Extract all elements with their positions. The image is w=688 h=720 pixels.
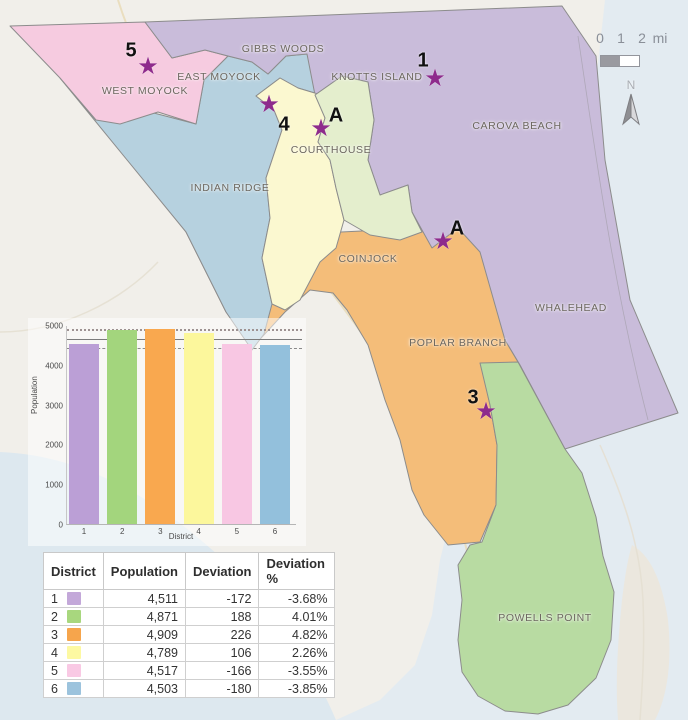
district-cell: 5	[43, 661, 104, 680]
district-number: 1	[51, 591, 58, 606]
table-row: 5 4,517 -166 -3.55%	[43, 661, 336, 680]
chart-y-tick-label: 5000	[45, 321, 63, 331]
district-number: 3	[51, 627, 58, 642]
chart-y-tick-label: 4000	[45, 361, 63, 371]
scale-bar-ticks: 0 1 2 mi	[592, 30, 676, 46]
chart-bar-district-5	[221, 344, 252, 524]
district-cell: 6	[43, 679, 104, 698]
chart-y-tick-label: 2000	[45, 440, 63, 450]
chart-bar-district-3	[145, 328, 176, 524]
district-cell: 3	[43, 625, 104, 644]
deviation-cell: 226	[184, 625, 260, 644]
chart-y-axis-label: Population	[30, 376, 39, 414]
table-row: 4 4,789 106 2.26%	[43, 643, 336, 662]
table-row: 2 4,871 188 4.01%	[43, 607, 336, 626]
district-number: 4	[51, 645, 58, 660]
population-cell: 4,909	[102, 625, 186, 644]
population-cell: 4,789	[102, 643, 186, 662]
chart-x-tick-label: 4	[196, 527, 201, 536]
chart-plot-area: 0 1000 2000 3000 4000 5000 1 2 3 4 5 6	[45, 322, 302, 536]
district-cell-content: 4	[51, 646, 96, 660]
district-number: 5	[51, 663, 58, 678]
district-cell: 2	[43, 607, 104, 626]
chart-x-tick-label: 3	[158, 527, 163, 536]
deviation-cell: -172	[184, 589, 260, 608]
table-header-cell: Deviation %	[258, 552, 336, 590]
scale-tick-label: 1	[617, 30, 625, 46]
district-cell-content: 6	[51, 682, 96, 696]
population-cell: 4,871	[102, 607, 186, 626]
population-cell: 4,517	[102, 661, 186, 680]
population-cell: 4,503	[102, 679, 186, 698]
district-cell: 4	[43, 643, 104, 662]
deviation-pct-cell: -3.68%	[258, 589, 336, 608]
deviation-cell: -180	[184, 679, 260, 698]
district-stats-table: District Population Deviation Deviation % 1…	[43, 552, 336, 698]
chart-x-tick-label: 5	[234, 527, 240, 536]
district-cell-content: 5	[51, 664, 96, 678]
district-2-south-region[interactable]	[457, 361, 615, 715]
deviation-pct-cell: -3.85%	[258, 679, 336, 698]
district-color-swatch	[66, 592, 81, 605]
district-color-swatch	[66, 628, 81, 641]
table-header-cell: Deviation	[184, 552, 260, 590]
scale-tick-label: 2	[638, 30, 646, 46]
table-row: 6 4,503 -180 -3.85%	[43, 679, 336, 698]
deviation-pct-cell: -3.55%	[258, 661, 336, 680]
deviation-pct-cell: 2.26%	[258, 643, 336, 662]
scale-bar: 0 1 2 mi	[592, 30, 676, 67]
district-color-swatch	[66, 610, 81, 623]
chart-x-axis-label: District	[168, 532, 194, 541]
north-arrow-icon	[622, 93, 640, 126]
chart-x-tick-label: 2	[119, 527, 125, 536]
population-cell: 4,511	[102, 589, 186, 608]
district-color-swatch	[66, 646, 81, 659]
district-color-swatch	[66, 682, 81, 695]
chart-y-tick-label: 0	[58, 520, 63, 530]
chart-bar-district-2	[107, 330, 138, 524]
scale-bar-graphic	[600, 55, 640, 67]
north-indicator: N	[613, 78, 649, 131]
chart-y-tick-label: 3000	[45, 401, 63, 411]
district-cell-content: 1	[51, 592, 96, 606]
scale-tick-label: 0	[596, 30, 604, 46]
scale-bar-filled-segment	[601, 56, 620, 66]
table-header-cell: Population	[102, 552, 186, 590]
chart-bar-district-1	[69, 344, 99, 524]
district-2-north-region[interactable]	[314, 75, 423, 241]
deviation-cell: 106	[184, 643, 260, 662]
table-row: 3 4,909 226 4.82%	[43, 625, 336, 644]
deviation-pct-cell: 4.82%	[258, 625, 336, 644]
table-row: 1 4,511 -172 -3.68%	[43, 589, 336, 608]
north-label: N	[626, 78, 636, 92]
district-cell-content: 2	[51, 610, 96, 624]
table-header-cell: District	[43, 552, 104, 590]
deviation-cell: 188	[184, 607, 260, 626]
deviation-pct-cell: 4.01%	[258, 607, 336, 626]
deviation-cell: -166	[184, 661, 260, 680]
district-number: 2	[51, 609, 58, 624]
district-cell-content: 3	[51, 628, 96, 642]
scale-unit-label: mi	[652, 30, 668, 46]
chart-y-tick-label: 1000	[45, 480, 63, 490]
district-color-swatch	[66, 664, 81, 677]
district-number: 6	[51, 681, 58, 696]
population-bar-chart: Population 0 1000 2000 3000 4000 5000 1 2 3 4 5 6 D…	[28, 318, 306, 546]
chart-x-tick-label: 1	[81, 527, 87, 536]
precinct-boundary-line	[577, 35, 649, 421]
secondary-road	[0, 261, 159, 333]
chart-x-tick-label: 6	[272, 527, 278, 536]
chart-reference-line-dotted	[67, 329, 302, 332]
island-road	[599, 444, 645, 720]
chart-bar-district-6	[260, 344, 290, 524]
chart-bar-district-4	[183, 333, 214, 524]
district-cell: 1	[43, 589, 104, 608]
